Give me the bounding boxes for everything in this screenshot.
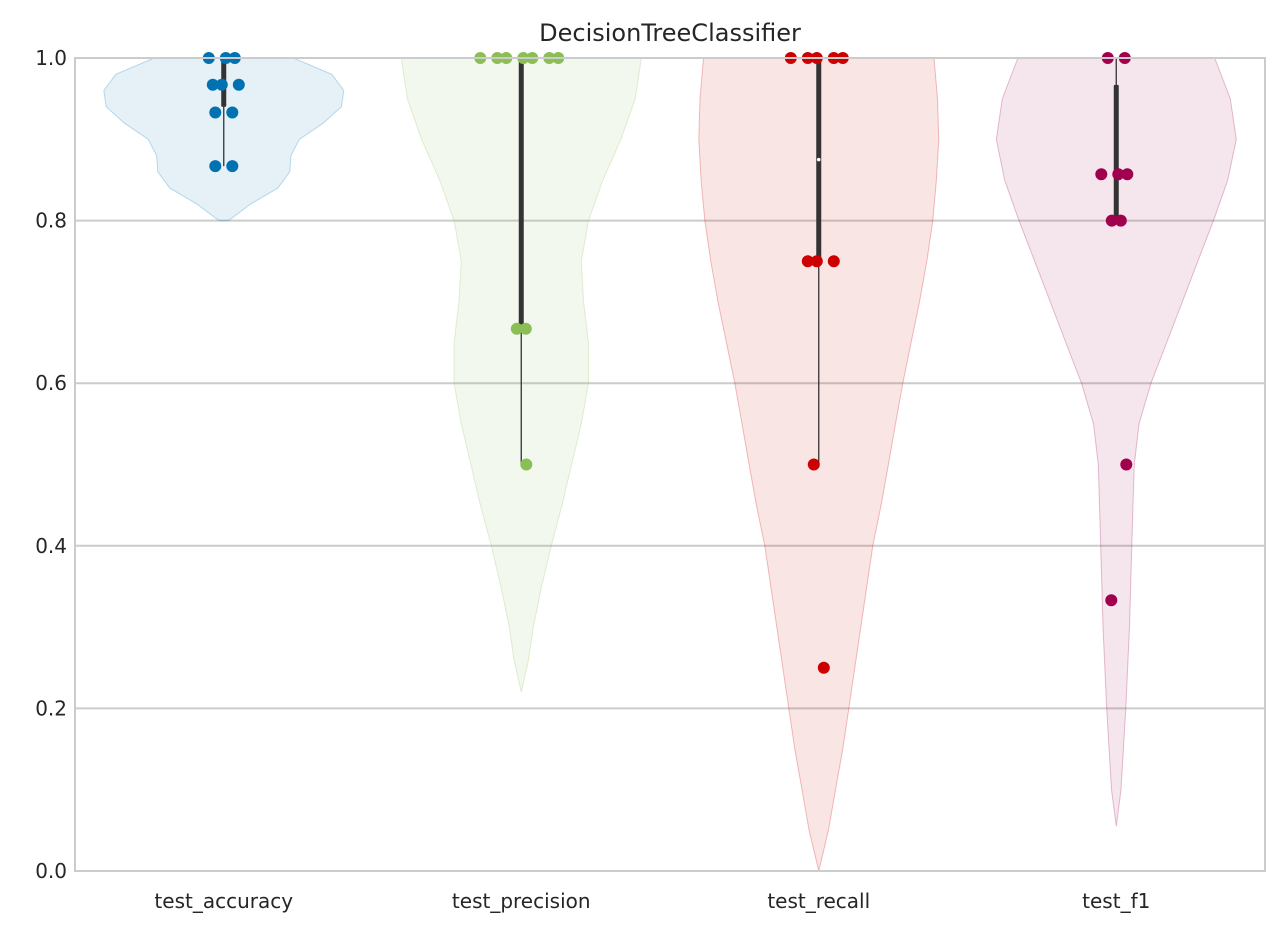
point-test_recall [810, 255, 823, 268]
y-axis-ticks: 0.0 0.2 0.4 0.6 0.8 1.0 [35, 46, 67, 883]
box-test_f1 [1113, 84, 1119, 221]
point-test_f1 [1105, 214, 1118, 227]
point-test_recall [807, 458, 820, 471]
box-plots [221, 56, 1119, 465]
x-tick-label: test_accuracy [154, 889, 293, 913]
point-test_accuracy [226, 106, 239, 119]
x-tick-label: test_f1 [1082, 889, 1150, 913]
point-test_precision [519, 322, 532, 335]
point-test_accuracy [209, 160, 222, 173]
point-test_precision [510, 322, 523, 335]
y-tick-label: 0.4 [35, 534, 67, 558]
point-test_f1 [1120, 458, 1133, 471]
point-test_precision [520, 458, 533, 471]
x-axis-ticks: test_accuracy test_precision test_recall te… [154, 889, 1150, 913]
data-points [202, 52, 1134, 674]
point-test_accuracy [226, 160, 239, 173]
violins [103, 57, 1237, 872]
y-tick-label: 0.2 [35, 696, 67, 720]
point-test_f1 [1114, 214, 1127, 227]
point-test_accuracy [215, 78, 228, 91]
y-tick-label: 0.0 [35, 859, 67, 883]
plot-frame [74, 57, 1266, 872]
box-test_precision [518, 58, 524, 329]
y-tick-label: 0.8 [35, 209, 67, 233]
x-tick-label: test_recall [767, 889, 870, 913]
chart-title: DecisionTreeClassifier [539, 19, 801, 47]
point-test_f1 [1121, 168, 1134, 181]
point-test_f1 [1095, 168, 1108, 181]
point-test_f1 [1112, 168, 1125, 181]
point-test_recall [801, 255, 814, 268]
median-test_recall [816, 157, 821, 162]
point-test_accuracy [232, 78, 245, 91]
y-tick-label: 0.6 [35, 371, 67, 395]
x-tick-label: test_precision [452, 889, 591, 913]
point-test_recall [817, 661, 830, 674]
y-tick-label: 1.0 [35, 46, 67, 70]
point-test_f1 [1105, 594, 1118, 607]
point-test_accuracy [209, 106, 222, 119]
point-test_recall [827, 255, 840, 268]
point-test_accuracy [206, 78, 219, 91]
